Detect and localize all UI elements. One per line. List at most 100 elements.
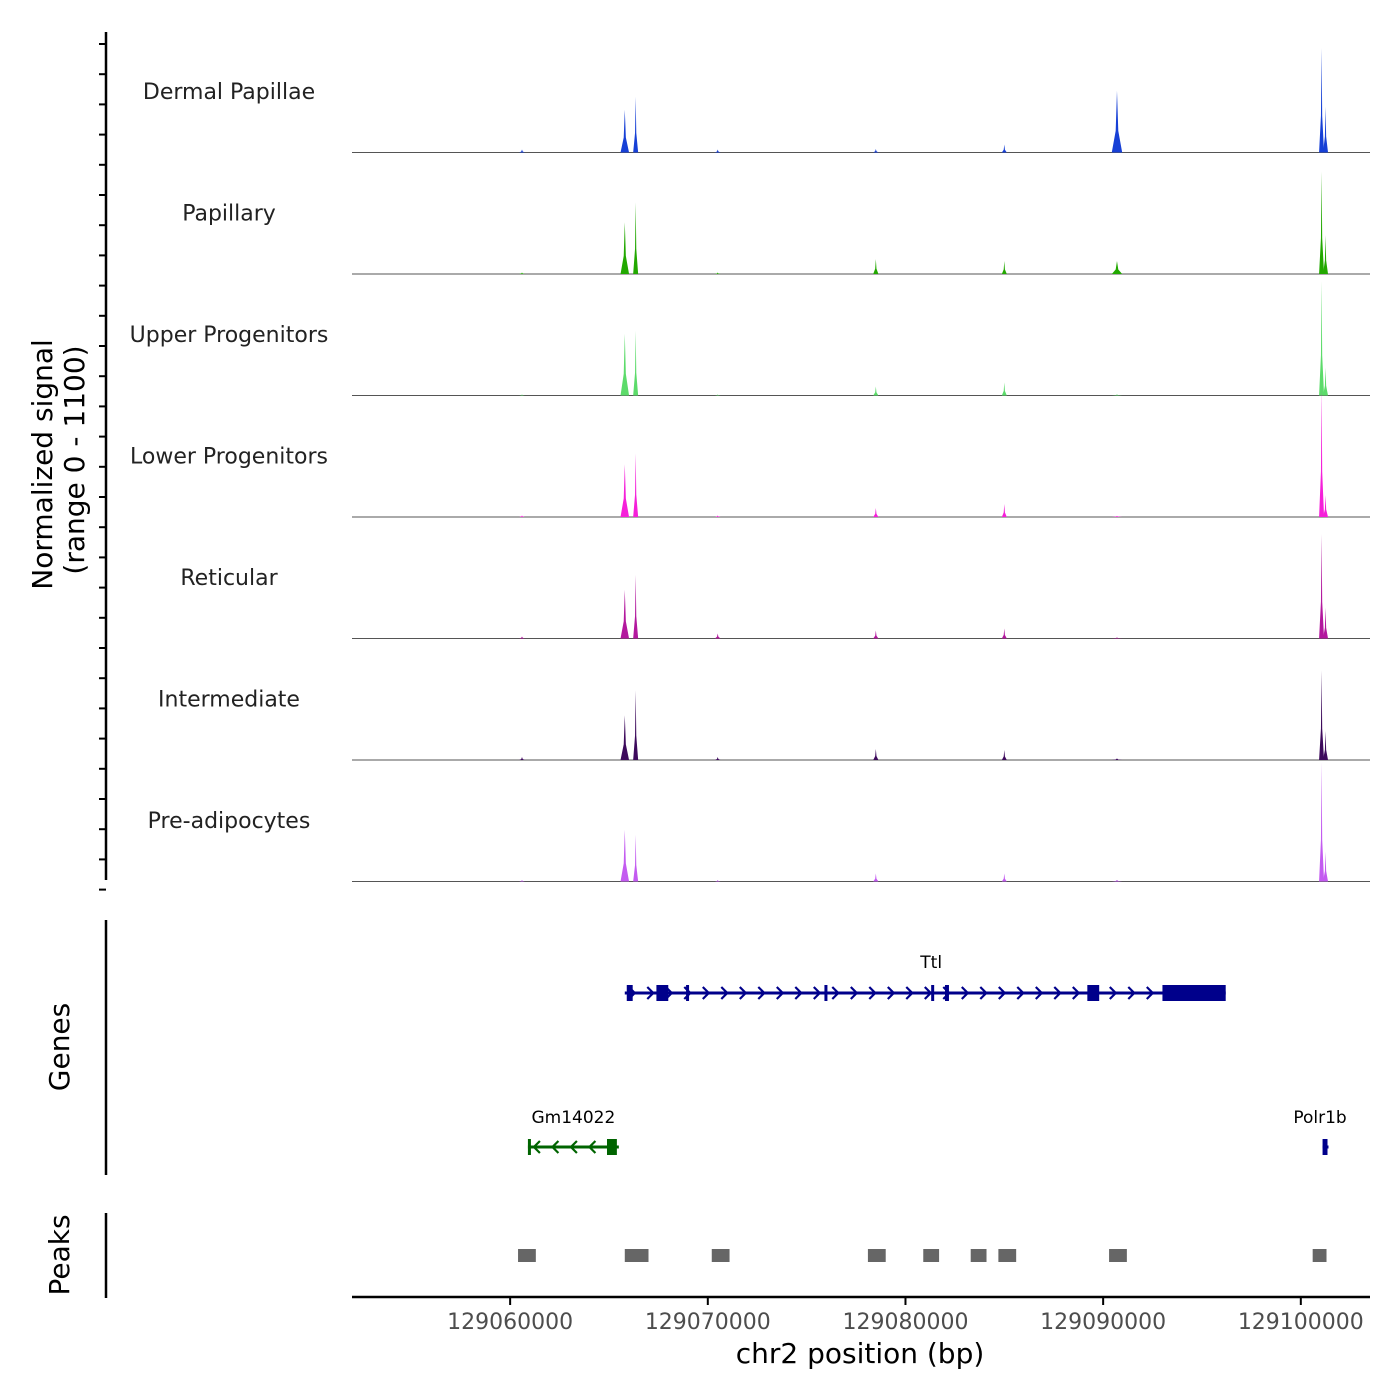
signal-peak bbox=[1001, 144, 1007, 153]
signal-peak bbox=[1111, 880, 1123, 882]
signal-peak bbox=[633, 330, 639, 396]
strand-arrow bbox=[794, 986, 803, 1000]
gene-exon bbox=[1162, 985, 1226, 1001]
track-label: Pre-adipocytes bbox=[148, 809, 311, 834]
signal-peak bbox=[1001, 382, 1007, 396]
x-tick-label: 129100000 bbox=[1238, 1310, 1364, 1335]
signal-peak bbox=[1319, 281, 1325, 396]
gene-exon bbox=[1087, 985, 1100, 1001]
coverage-track: Upper Progenitors bbox=[130, 281, 1370, 396]
strand-arrow bbox=[1053, 986, 1062, 1000]
signal-peak bbox=[519, 394, 525, 396]
y-axis-title-line1: Normalized signal bbox=[26, 339, 59, 590]
signal-peak bbox=[714, 149, 721, 153]
gene-exon bbox=[945, 985, 949, 1001]
coverage-track: Papillary bbox=[182, 171, 1370, 275]
signal-peak bbox=[1111, 516, 1123, 517]
signal-peak bbox=[620, 829, 630, 882]
x-tick-label: 129090000 bbox=[1040, 1310, 1166, 1335]
coverage-track: Reticular bbox=[180, 533, 1370, 639]
strand-arrow bbox=[813, 986, 822, 1000]
signal-peak bbox=[620, 222, 630, 274]
coverage-track: Pre-adipocytes bbox=[148, 762, 1370, 882]
signal-peak bbox=[1111, 261, 1123, 274]
signal-peak bbox=[873, 508, 879, 517]
strand-arrow bbox=[720, 986, 729, 1000]
signal-peak bbox=[1001, 750, 1007, 760]
signal-peak bbox=[873, 149, 879, 153]
signal-peak bbox=[633, 574, 639, 639]
signal-peak bbox=[1111, 758, 1123, 760]
strand-arrow bbox=[1016, 986, 1025, 1000]
peaks-panel-title: Peaks bbox=[43, 1214, 76, 1295]
signal-peak bbox=[873, 630, 879, 639]
y-axis-title: Normalized signal (range 0 - 1100) bbox=[26, 330, 91, 589]
signal-peak bbox=[620, 715, 630, 760]
signal-peak bbox=[714, 515, 721, 517]
signal-peak bbox=[873, 873, 879, 882]
signal-peak bbox=[633, 690, 639, 760]
signal-peak bbox=[873, 749, 879, 760]
signal-peak bbox=[1323, 367, 1329, 396]
signal-peak bbox=[633, 96, 639, 153]
signal-peak bbox=[519, 757, 525, 760]
y-axis-title-line2: (range 0 - 1100) bbox=[58, 345, 91, 574]
strand-arrow bbox=[831, 986, 840, 1000]
signal-peak bbox=[620, 589, 630, 639]
signal-peak bbox=[1319, 533, 1325, 639]
signal-peak bbox=[1111, 637, 1123, 639]
signal-peak bbox=[714, 633, 721, 639]
gene-model: Gm14022 bbox=[527, 1108, 619, 1155]
gene-model: Polr1b bbox=[1293, 1108, 1347, 1155]
signal-peak bbox=[1323, 731, 1329, 760]
signal-peak bbox=[1319, 670, 1325, 760]
strand-arrow bbox=[998, 986, 1007, 1000]
signal-peak bbox=[519, 880, 525, 882]
signal-peak bbox=[633, 202, 639, 274]
coverage-track: Dermal Papillae bbox=[143, 47, 1370, 153]
gene-label: Ttl bbox=[919, 953, 942, 973]
peak-region bbox=[624, 1249, 649, 1262]
peak-regions bbox=[518, 1249, 1327, 1262]
signal-peak bbox=[1323, 235, 1329, 274]
gene-label: Polr1b bbox=[1293, 1108, 1346, 1128]
coverage-track: Lower Progenitors bbox=[130, 387, 1370, 518]
strand-arrow bbox=[569, 1140, 578, 1154]
strand-arrow bbox=[887, 986, 896, 1000]
track-label: Intermediate bbox=[158, 688, 300, 713]
signal-peak bbox=[1001, 504, 1007, 517]
gene-exon bbox=[626, 985, 633, 1001]
signal-peak bbox=[714, 394, 721, 396]
gene-model: Ttl bbox=[624, 953, 1226, 1001]
signal-peak bbox=[620, 333, 630, 396]
strand-arrow bbox=[905, 986, 914, 1000]
signal-peak bbox=[714, 757, 721, 760]
signal-peak bbox=[873, 386, 879, 396]
signal-peak bbox=[519, 515, 525, 517]
signal-peak bbox=[1001, 628, 1007, 639]
peak-region bbox=[1109, 1249, 1127, 1262]
strand-arrow bbox=[1146, 986, 1155, 1000]
signal-peak bbox=[519, 149, 525, 153]
track-label: Lower Progenitors bbox=[130, 445, 328, 470]
signal-peak bbox=[519, 636, 525, 639]
peak-region bbox=[923, 1249, 940, 1262]
track-label: Dermal Papillae bbox=[143, 80, 315, 105]
signal-peak bbox=[1319, 387, 1325, 517]
peak-region bbox=[970, 1249, 987, 1262]
track-label: Papillary bbox=[182, 202, 276, 227]
coverage-y-axis-ticks bbox=[99, 43, 106, 891]
strand-arrow bbox=[1109, 986, 1118, 1000]
strand-arrow bbox=[961, 986, 970, 1000]
signal-peak bbox=[620, 464, 630, 517]
x-axis-title: chr2 position (bp) bbox=[736, 1337, 985, 1370]
gene-exon bbox=[824, 985, 828, 1001]
coverage-track: Intermediate bbox=[158, 670, 1370, 761]
strand-arrow bbox=[550, 1140, 560, 1154]
signal-peak bbox=[714, 272, 721, 274]
signal-peak bbox=[1319, 762, 1325, 882]
signal-peak bbox=[1001, 873, 1007, 882]
strand-arrow bbox=[739, 986, 748, 1000]
signal-peak bbox=[1323, 607, 1329, 639]
